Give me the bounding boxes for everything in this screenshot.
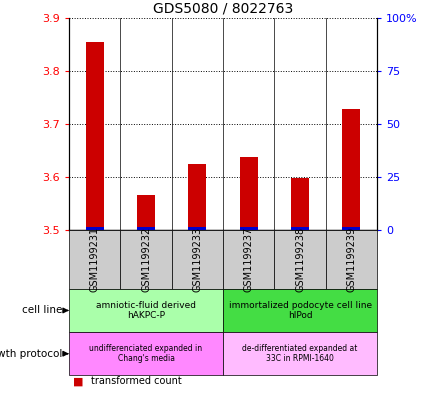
Text: growth protocol: growth protocol: [0, 349, 62, 359]
Text: GSM1199232: GSM1199232: [141, 227, 150, 292]
Text: GSM1199233: GSM1199233: [192, 227, 202, 292]
Title: GDS5080 / 8022763: GDS5080 / 8022763: [153, 1, 292, 15]
Text: de-differentiated expanded at
33C in RPMI-1640: de-differentiated expanded at 33C in RPM…: [242, 344, 357, 364]
Text: GSM1199238: GSM1199238: [295, 227, 304, 292]
Text: ■: ■: [73, 376, 83, 386]
Text: GSM1199239: GSM1199239: [346, 227, 356, 292]
Bar: [188, 227, 206, 230]
Text: GSM1199237: GSM1199237: [243, 227, 253, 292]
Text: cell line: cell line: [22, 305, 62, 316]
Bar: [137, 227, 155, 230]
Bar: [86, 227, 103, 230]
Bar: [239, 227, 257, 230]
Bar: [239, 157, 257, 230]
Bar: [290, 227, 308, 230]
Bar: [290, 178, 308, 230]
Bar: [137, 195, 155, 230]
Bar: [86, 42, 103, 230]
Text: transformed count: transformed count: [90, 376, 181, 386]
Text: immortalized podocyte cell line
hIPod: immortalized podocyte cell line hIPod: [228, 301, 371, 320]
Text: GSM1199231: GSM1199231: [89, 227, 99, 292]
Bar: [188, 163, 206, 230]
Text: undifferenciated expanded in
Chang's media: undifferenciated expanded in Chang's med…: [89, 344, 202, 364]
Bar: [342, 227, 359, 230]
Bar: [342, 109, 359, 230]
Text: amniotic-fluid derived
hAKPC-P: amniotic-fluid derived hAKPC-P: [96, 301, 196, 320]
